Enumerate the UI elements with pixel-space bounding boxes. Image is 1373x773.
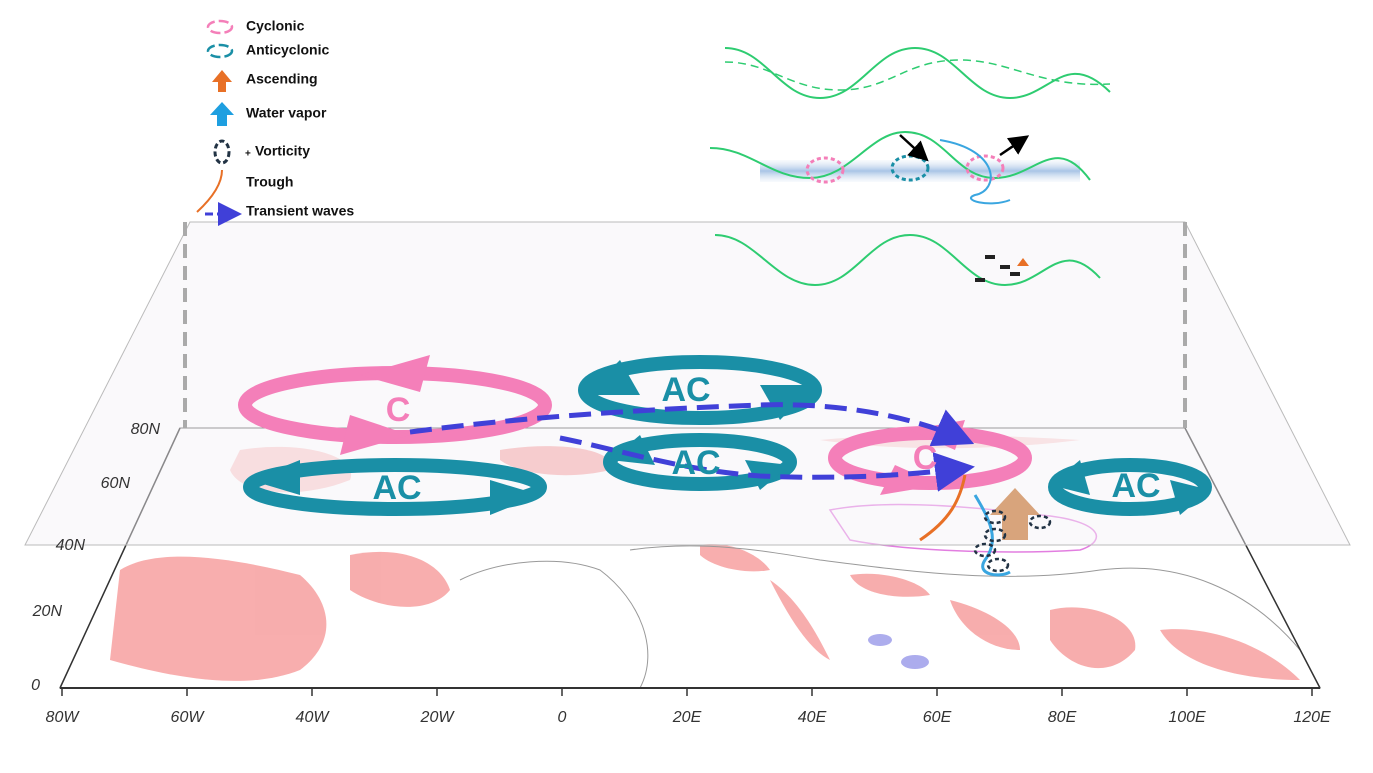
circulation-label: C [913, 439, 938, 477]
map [59, 427, 1321, 689]
lon-tick-label: 80E [1048, 709, 1077, 726]
vapor-curl [939, 139, 1011, 205]
lat-tick-label: 0 [31, 677, 40, 694]
lon-tick-label: 20W [420, 709, 456, 726]
circulation-label: AC [661, 371, 710, 409]
legend-label: Ascending [246, 71, 318, 87]
axis-ticks: 80W 60W 40W 20W 0 20E 40E 60E 80E 100E 120E 0 20N 40N… [31, 421, 1331, 726]
lon-tick-label: 0 [558, 709, 567, 726]
circulation-labels: C AC AC AC C AC [372, 371, 1160, 507]
legend-label: Transient waves [246, 203, 354, 219]
lon-tick-label: 40W [296, 709, 331, 726]
ascending-arrow [990, 488, 1040, 540]
lon-tick-label: 100E [1168, 709, 1206, 726]
circulation-label: AC [372, 469, 421, 507]
wind-arrow [899, 134, 929, 162]
lon-tick-label: 60W [171, 709, 206, 726]
cloud-icons [975, 255, 1029, 282]
legend: Cyclonic Anticyclonic Ascending Water va… [196, 18, 354, 226]
lon-tick-label: 20E [672, 709, 702, 726]
lat-tick-label: 60N [101, 475, 131, 492]
water-vapor-path [973, 494, 1011, 577]
lat-tick-label: 40N [56, 537, 86, 554]
legend-label: Trough [246, 174, 293, 190]
legend-label: Water vapor [246, 105, 327, 121]
legend-label: Vorticity [255, 143, 310, 159]
wind-arrow [999, 135, 1030, 157]
lon-tick-label: 80W [46, 709, 81, 726]
lon-tick-label: 120E [1293, 709, 1331, 726]
circulation-label: AC [1111, 467, 1160, 505]
lon-tick-label: 60E [923, 709, 952, 726]
lat-tick-label: 80N [131, 421, 161, 438]
legend-sign: + [245, 149, 251, 160]
circulation-label: C [386, 391, 411, 429]
lon-tick-label: 40E [798, 709, 827, 726]
legend-label: Anticyclonic [246, 42, 329, 58]
trough [919, 474, 967, 542]
lat-tick-label: 20N [32, 603, 63, 620]
circulation-label: AC [671, 444, 720, 482]
vorticity-marks [973, 509, 1052, 573]
legend-label: Cyclonic [246, 18, 305, 34]
transient-waves [409, 402, 975, 492]
